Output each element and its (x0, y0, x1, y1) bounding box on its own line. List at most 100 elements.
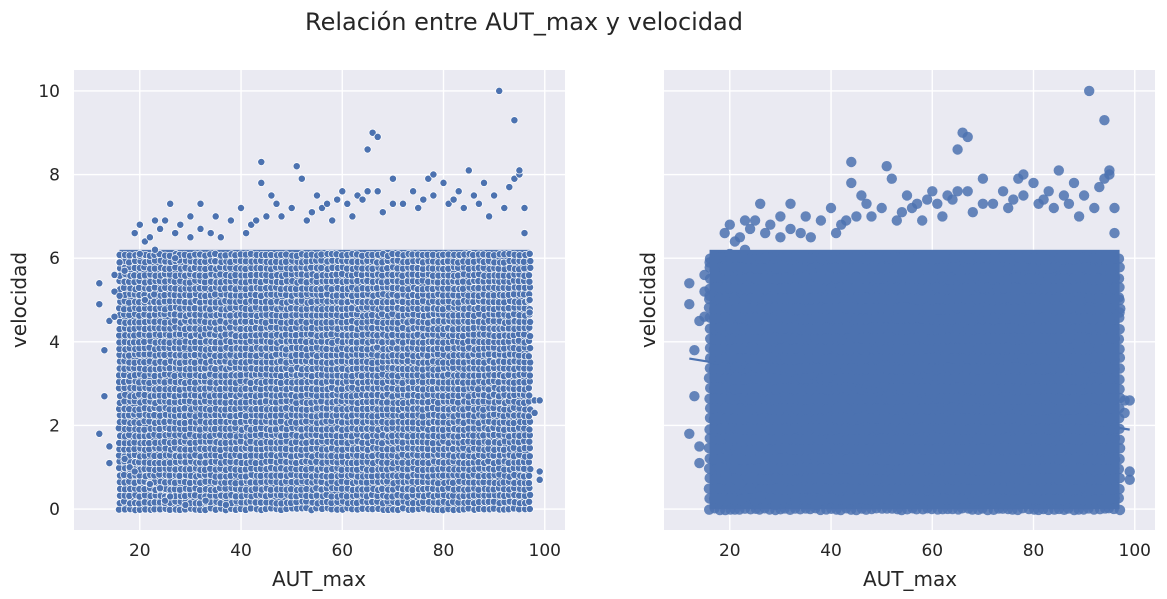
scatter-point (525, 425, 534, 434)
scatter-point (317, 264, 326, 272)
x-tick-label: 20 (129, 541, 151, 561)
scatter-point (469, 191, 478, 200)
scatter-point (530, 408, 539, 417)
scatter-point (526, 332, 535, 341)
scatter-point (292, 162, 301, 171)
scatter-point (196, 199, 205, 208)
scatter-point (145, 480, 154, 488)
scatter-point (526, 263, 535, 272)
scatter-point (485, 212, 494, 221)
scatter-point (226, 431, 235, 440)
scatter-point (135, 220, 144, 229)
left-dense-cloud (114, 249, 535, 515)
scatter-point (252, 216, 261, 225)
y-tick-label: 6 (49, 249, 60, 269)
scatter-point (459, 204, 468, 212)
scatter-point (414, 204, 423, 212)
scatter-point (302, 216, 311, 225)
scatter-point (525, 271, 533, 280)
scatter-point (135, 250, 144, 258)
scatter-point (166, 492, 175, 501)
scatter-point (474, 199, 483, 208)
scatter-point (186, 233, 195, 242)
scatter-point (287, 204, 296, 212)
left-y-axis-label: velocidad (7, 252, 31, 348)
scatter-point (526, 318, 535, 326)
scatter-point (328, 216, 337, 225)
scatter-point (105, 442, 114, 451)
scatter-point (151, 245, 159, 254)
scatter-point (140, 296, 149, 304)
scatter-point (338, 187, 347, 196)
scatter-point (388, 199, 397, 208)
scatter-point (378, 208, 387, 217)
scatter-point (226, 216, 235, 225)
scatter-point (524, 479, 533, 488)
scatter-point (237, 204, 245, 212)
scatter-point (161, 216, 170, 225)
scatter-point (383, 398, 392, 407)
scatter-point (510, 116, 519, 125)
scatter-point (297, 174, 306, 183)
scatter-point (373, 132, 382, 141)
scatter-point (439, 178, 448, 187)
scatter-point (409, 187, 418, 196)
scatter-point (115, 258, 124, 267)
scatter-point (176, 220, 185, 229)
scatter-point (363, 145, 372, 154)
left-x-axis-label: AUT_max (272, 567, 366, 591)
scatter-point (175, 471, 184, 480)
x-tick-label: 40 (230, 541, 252, 561)
scatter-point (216, 233, 225, 242)
scatter-point (495, 86, 504, 95)
y-tick-label: 2 (49, 416, 60, 436)
scatter-point (95, 429, 104, 438)
scatter-point (526, 257, 535, 266)
scatter-point (262, 212, 271, 221)
scatter-point (535, 467, 544, 476)
scatter-point (459, 284, 467, 293)
scatter-point (151, 216, 159, 225)
scatter-point (201, 496, 210, 505)
scatter-point (520, 229, 529, 238)
scatter-point (130, 467, 139, 476)
scatter-point (333, 195, 342, 204)
scatter-point (277, 212, 286, 221)
scatter-point (525, 277, 534, 286)
scatter-point (429, 191, 438, 200)
scatter-point (196, 224, 205, 233)
scatter-point (525, 296, 534, 304)
scatter-point (180, 404, 189, 413)
scatter-point (115, 291, 124, 300)
scatter-point (454, 187, 463, 196)
scatter-point (363, 187, 372, 196)
scatter-point (490, 191, 499, 200)
scatter-point (313, 191, 321, 200)
scatter-point (519, 257, 528, 266)
scatter-point (170, 371, 179, 380)
y-tick-label: 0 (49, 500, 60, 520)
figure-title: Relación entre AUT_max y velocidad (305, 8, 743, 36)
scatter-point (171, 254, 180, 263)
scatter-point (535, 475, 544, 484)
scatter-point (423, 351, 432, 360)
scatter-point (393, 291, 402, 300)
scatter-point (449, 195, 458, 204)
scatter-point (524, 352, 533, 361)
scatter-point (166, 199, 175, 208)
scatter-point (95, 300, 104, 309)
scatter-point (525, 249, 534, 258)
scatter-point (526, 490, 535, 499)
scatter-point (100, 392, 109, 401)
scatter-point (110, 270, 119, 279)
right-dense-cloud (703, 249, 1126, 516)
x-tick-label: 60 (331, 541, 353, 561)
scatter-point (348, 212, 357, 221)
scatter-point (272, 199, 281, 208)
scatter-point (120, 266, 129, 275)
scatter-point (105, 459, 114, 468)
scatter-point (515, 166, 524, 175)
scatter-point (408, 378, 417, 387)
scatter-point (448, 478, 457, 487)
scatter-point (525, 371, 534, 380)
